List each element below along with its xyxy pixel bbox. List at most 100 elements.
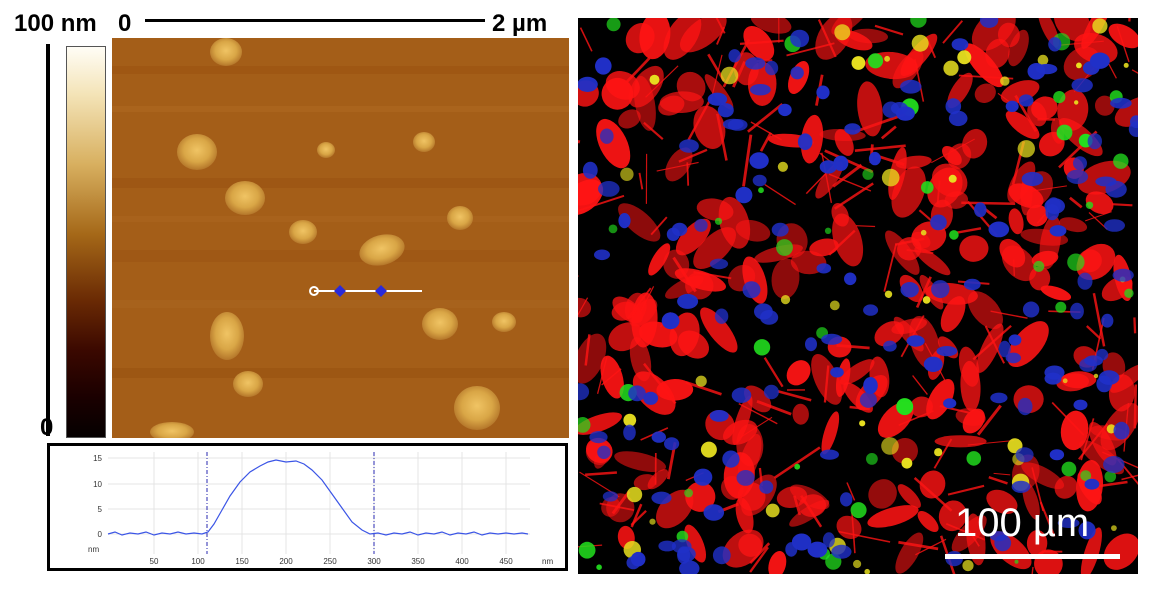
profile-curve [107, 459, 529, 536]
cell-filament [1133, 384, 1138, 429]
cell-nucleus [595, 57, 612, 75]
cell-filament [832, 163, 863, 188]
cell-body [786, 360, 811, 386]
cell-nucleus [820, 449, 839, 460]
cell-nucleus [578, 383, 590, 401]
profile-x-unit: nm [542, 557, 553, 566]
cell-nucleus [1008, 334, 1022, 346]
cell-filament [672, 256, 697, 293]
cell-nucleus [1104, 219, 1125, 232]
fluorescent-spot [922, 296, 931, 304]
colorbar-min-label: 0 [40, 414, 54, 441]
cell-nucleus [600, 128, 614, 144]
cell-body [738, 533, 763, 557]
cell-nucleus [1066, 169, 1089, 184]
cell-nucleus [628, 385, 646, 402]
cell-nucleus [623, 424, 636, 441]
cell-body [685, 481, 716, 512]
fluorescent-spot [896, 398, 914, 416]
cell-body [1007, 29, 1029, 67]
cell-filament [883, 243, 898, 292]
cell-filament [957, 227, 982, 234]
fluorescent-spot [910, 18, 927, 28]
cell-nucleus [791, 533, 812, 551]
cell-nucleus [1084, 355, 1103, 367]
cell-body [792, 403, 809, 425]
cell-nucleus [1035, 63, 1058, 75]
cell-filament [732, 61, 747, 88]
cell-filament [1111, 203, 1133, 207]
fluorescent-spot [1123, 62, 1129, 68]
afm-particle [289, 220, 317, 244]
cell-nucleus [589, 431, 608, 444]
cell-body [629, 336, 652, 382]
profile-y-tick: 0 [98, 530, 103, 539]
cell-filament [834, 182, 874, 210]
cell-nucleus [998, 340, 1011, 358]
cell-body [974, 83, 996, 103]
cell-filament [913, 476, 953, 512]
fluorescent-spot [1076, 62, 1082, 69]
cell-nucleus [936, 346, 958, 357]
fluorescent-spot [777, 161, 788, 172]
fluorescent-spot [884, 290, 893, 298]
cell-filament [747, 102, 784, 133]
cell-nucleus [930, 214, 947, 231]
cell-body [663, 18, 702, 60]
profile-x-tick: 150 [235, 557, 249, 566]
cell-body [986, 489, 1018, 515]
cell-body [648, 243, 671, 276]
cell-nucleus [923, 356, 943, 372]
afm-particle [359, 234, 405, 266]
cell-nucleus [742, 281, 761, 299]
fluorescent-spot [620, 167, 634, 181]
cell-body [684, 524, 707, 563]
cell-body [867, 505, 919, 528]
cell-body [940, 296, 966, 333]
cell-body [868, 479, 897, 509]
afm-particle [422, 308, 458, 340]
cell-filament [678, 148, 708, 163]
cell-nucleus [666, 227, 680, 241]
cell-filament [636, 286, 655, 319]
cell-nucleus [658, 540, 676, 552]
cell-nucleus [1103, 456, 1125, 473]
cell-body [1008, 208, 1024, 235]
afm-particle [210, 312, 244, 360]
cell-body [693, 227, 736, 270]
fluorescent-spot [1067, 253, 1085, 271]
cell-body [618, 109, 641, 129]
fluorescent-spot [864, 568, 870, 574]
cell-filament [933, 438, 953, 469]
cell-nucleus [677, 293, 699, 309]
cell-body [895, 532, 924, 574]
cell-body [934, 435, 987, 448]
cell-nucleus [990, 392, 1008, 404]
fluorescent-spot [695, 375, 707, 387]
afm-height-image [112, 38, 569, 438]
cell-filament [578, 194, 625, 212]
cell-filament [1085, 211, 1112, 222]
cell-filament [1092, 292, 1106, 347]
fluorescent-spot [1053, 91, 1066, 104]
cell-body [578, 297, 592, 318]
fluorescent-spot [1113, 153, 1129, 169]
afm-image-canvas [112, 38, 569, 438]
cell-nucleus [830, 367, 844, 378]
profile-x-tick: 400 [455, 557, 469, 566]
fluorescent-spot [1017, 140, 1035, 158]
fluorescent-spot [911, 34, 929, 52]
cell-body [776, 486, 808, 509]
cell-body [1103, 533, 1138, 570]
cell-nucleus [1077, 272, 1093, 290]
fluorescent-spot [834, 24, 851, 41]
cell-body [1057, 89, 1089, 131]
fluorescent-spot [901, 457, 913, 469]
section-start-marker [309, 286, 319, 296]
afm-particle [447, 206, 473, 230]
cell-filament [763, 356, 784, 388]
colorbar-axis-line [46, 44, 50, 436]
cell-filament [656, 161, 699, 172]
cell-filament [601, 368, 622, 386]
micrograph-scalebar [945, 554, 1120, 559]
